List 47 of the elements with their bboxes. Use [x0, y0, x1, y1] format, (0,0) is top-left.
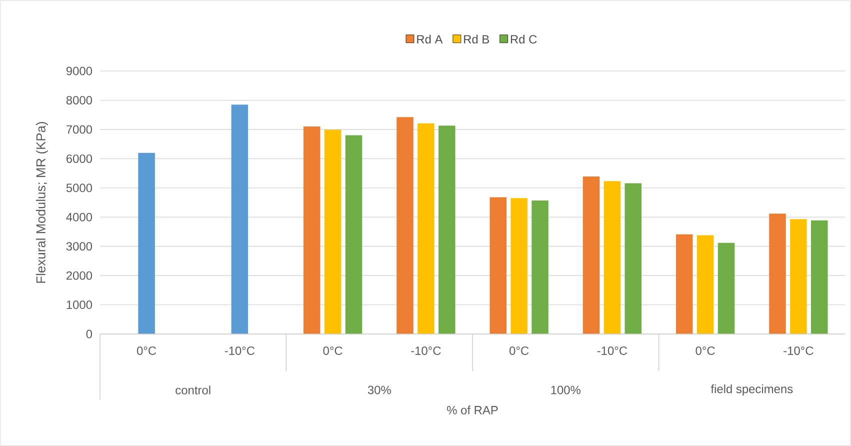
bar: [490, 197, 506, 334]
x-tick-label: -10°C: [784, 346, 814, 355]
y-tick-label: 2000: [66, 271, 92, 280]
x-tick-label: 0°C: [510, 346, 529, 355]
y-axis-title: Flexural Modulus; MR (KPa): [36, 122, 48, 283]
bar: [790, 219, 807, 334]
legend-label: Rd B: [464, 34, 490, 44]
text: 100%: [551, 386, 580, 394]
text: field specimens: [710, 384, 793, 396]
bar: [418, 123, 434, 334]
bar: [396, 117, 414, 334]
bar: [138, 152, 155, 334]
y-tick-label: 5000: [66, 184, 92, 192]
x-axis-title: % of RAP: [447, 406, 498, 414]
y-tick-label: 8000: [66, 96, 92, 104]
x-tick-label: -10°C: [597, 346, 628, 355]
x-tick-label: -10°C: [224, 346, 255, 355]
y-tick-label: 6000: [66, 154, 92, 163]
legend-label: Rd A: [417, 34, 443, 44]
bar: [231, 104, 248, 334]
bar: [345, 135, 362, 334]
text: control: [176, 386, 210, 394]
bar: [510, 198, 528, 334]
bar: [696, 235, 714, 334]
bar: [676, 234, 693, 334]
bar: [582, 176, 600, 334]
bar: [624, 183, 642, 334]
y-tick-label: 4000: [66, 212, 92, 222]
bar: [324, 130, 342, 334]
y-tick-label: 9000: [66, 66, 92, 76]
text: 30%: [368, 386, 391, 394]
y-tick-label: 0: [86, 330, 92, 338]
y-tick-label: 3000: [66, 242, 92, 251]
legend-label: Rd C: [510, 34, 537, 44]
y-tick-label: 7000: [66, 125, 92, 134]
bar: [811, 220, 828, 334]
x-tick-label: -10°C: [411, 346, 441, 355]
bar: [769, 214, 786, 334]
bar: [438, 126, 456, 334]
x-tick-label: 0°C: [696, 346, 715, 355]
bar: [303, 126, 320, 334]
x-tick-label: 0°C: [323, 346, 342, 355]
bar: [532, 200, 548, 334]
x-tick-label: 0°C: [137, 346, 156, 355]
bar: [604, 181, 621, 334]
y-tick-label: 1000: [66, 300, 92, 310]
bar: [718, 242, 735, 334]
